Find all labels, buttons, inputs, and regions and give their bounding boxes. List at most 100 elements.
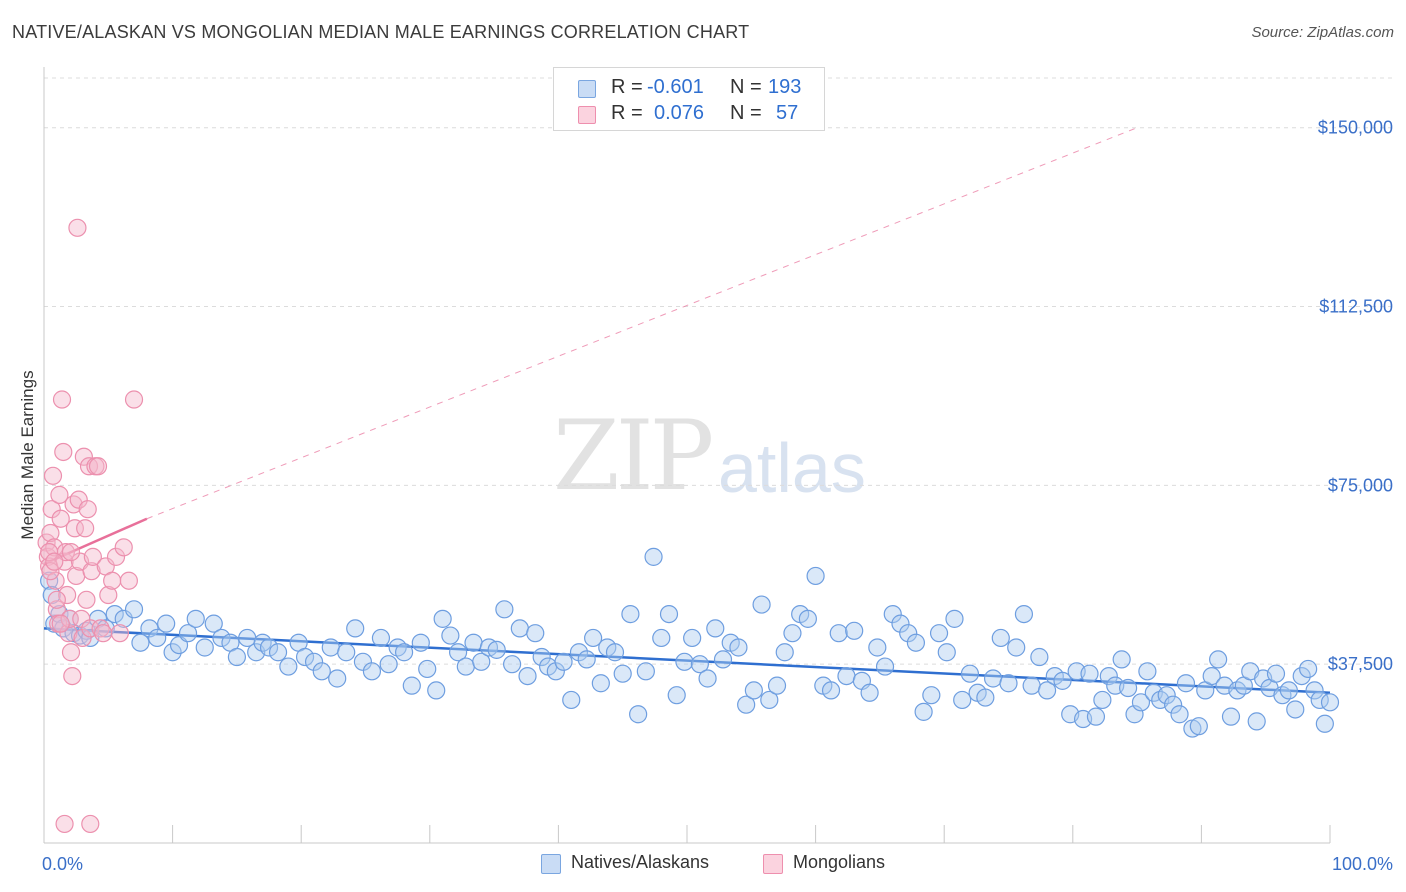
native-point xyxy=(1189,717,1208,736)
native-point xyxy=(729,638,748,657)
mongolian-point xyxy=(41,562,60,581)
native-point xyxy=(546,662,565,681)
native-point xyxy=(591,674,610,693)
native-point xyxy=(40,571,59,590)
native-point xyxy=(346,619,365,638)
native-point xyxy=(659,604,679,624)
native-point xyxy=(379,655,398,674)
native-point xyxy=(157,614,176,633)
native-point xyxy=(362,662,382,681)
native-point xyxy=(1209,650,1228,669)
native-point xyxy=(860,683,879,702)
y-tick-label: $150,000 xyxy=(1318,118,1393,138)
native-point xyxy=(328,669,347,688)
native-point xyxy=(767,676,787,695)
native-point xyxy=(178,624,198,643)
legend-n-label: N = xyxy=(730,102,762,124)
native-point xyxy=(1037,681,1057,700)
native-point xyxy=(1157,686,1176,705)
mongolian-point xyxy=(73,628,92,648)
native-point xyxy=(621,604,640,624)
native-point xyxy=(312,662,331,681)
native-point xyxy=(991,628,1010,648)
bottom-legend-swatch-natives xyxy=(541,854,561,874)
legend-swatch-mongolians xyxy=(578,106,596,124)
native-point xyxy=(1131,693,1151,712)
native-point xyxy=(675,652,694,671)
native-point xyxy=(1022,676,1041,695)
native-point xyxy=(295,647,315,667)
native-point xyxy=(1320,693,1340,712)
native-point xyxy=(798,609,817,628)
native-point xyxy=(140,619,159,638)
mongolian-trend-extension xyxy=(146,127,1138,520)
native-point xyxy=(212,628,231,648)
native-point xyxy=(713,650,733,669)
native-point xyxy=(1266,664,1286,683)
native-point xyxy=(1030,647,1049,667)
data-points xyxy=(37,218,1340,834)
mongolian-point xyxy=(114,538,133,557)
native-point xyxy=(922,686,941,705)
native-point xyxy=(584,628,603,648)
native-point xyxy=(976,688,995,707)
mongolian-point xyxy=(40,543,59,562)
mongolian-point xyxy=(61,543,81,562)
native-point xyxy=(1170,705,1189,724)
bottom-legend-label: Natives/Alaskans xyxy=(571,852,710,872)
native-point xyxy=(1086,707,1106,726)
mongolian-point xyxy=(47,600,66,619)
native-point xyxy=(652,628,671,648)
native-point xyxy=(418,659,437,679)
native-point xyxy=(737,695,756,714)
mongolian-point xyxy=(103,571,122,590)
mongolian-point xyxy=(76,519,95,538)
native-point xyxy=(204,614,223,633)
native-point xyxy=(1118,678,1138,698)
native-point xyxy=(148,628,167,648)
native-point xyxy=(929,624,949,643)
native-point xyxy=(510,619,529,638)
native-point xyxy=(914,702,933,721)
native-point xyxy=(806,566,825,586)
native-point xyxy=(1315,714,1334,733)
native-point xyxy=(1014,604,1034,624)
native-point xyxy=(690,655,709,674)
legend-row-mongolians: R = 0.076 N = 57 xyxy=(554,102,824,128)
native-point xyxy=(433,609,452,628)
native-point xyxy=(683,628,702,648)
legend-swatch-natives xyxy=(578,80,596,98)
mongolian-point xyxy=(106,547,126,566)
native-point xyxy=(487,640,506,659)
native-point xyxy=(1093,690,1112,710)
native-point xyxy=(1299,659,1318,679)
native-point xyxy=(945,609,964,628)
mongolian-point xyxy=(83,547,102,566)
mongolian-point xyxy=(47,590,66,609)
mongolian-point xyxy=(81,814,100,834)
legend-r-label: R = xyxy=(611,76,643,98)
native-point xyxy=(613,664,632,683)
native-point xyxy=(698,669,717,688)
native-point xyxy=(279,657,298,676)
legend-n-label: N = xyxy=(730,76,762,98)
native-point xyxy=(891,614,910,633)
native-point xyxy=(744,681,763,700)
native-point xyxy=(837,666,856,686)
mongolian-point xyxy=(59,624,78,643)
mongolian-point xyxy=(119,571,138,590)
native-point xyxy=(464,633,483,652)
native-point xyxy=(268,643,288,662)
native-point xyxy=(899,624,918,643)
mongolian-point xyxy=(55,552,74,571)
mongolian-point xyxy=(50,485,69,504)
native-point xyxy=(868,638,887,657)
mongolian-point xyxy=(91,619,110,638)
native-point xyxy=(371,628,391,648)
mongolian-point xyxy=(94,624,113,643)
native-point xyxy=(518,666,537,686)
native-point xyxy=(644,547,663,566)
native-point xyxy=(1007,638,1026,657)
mongolian-point xyxy=(51,509,70,528)
